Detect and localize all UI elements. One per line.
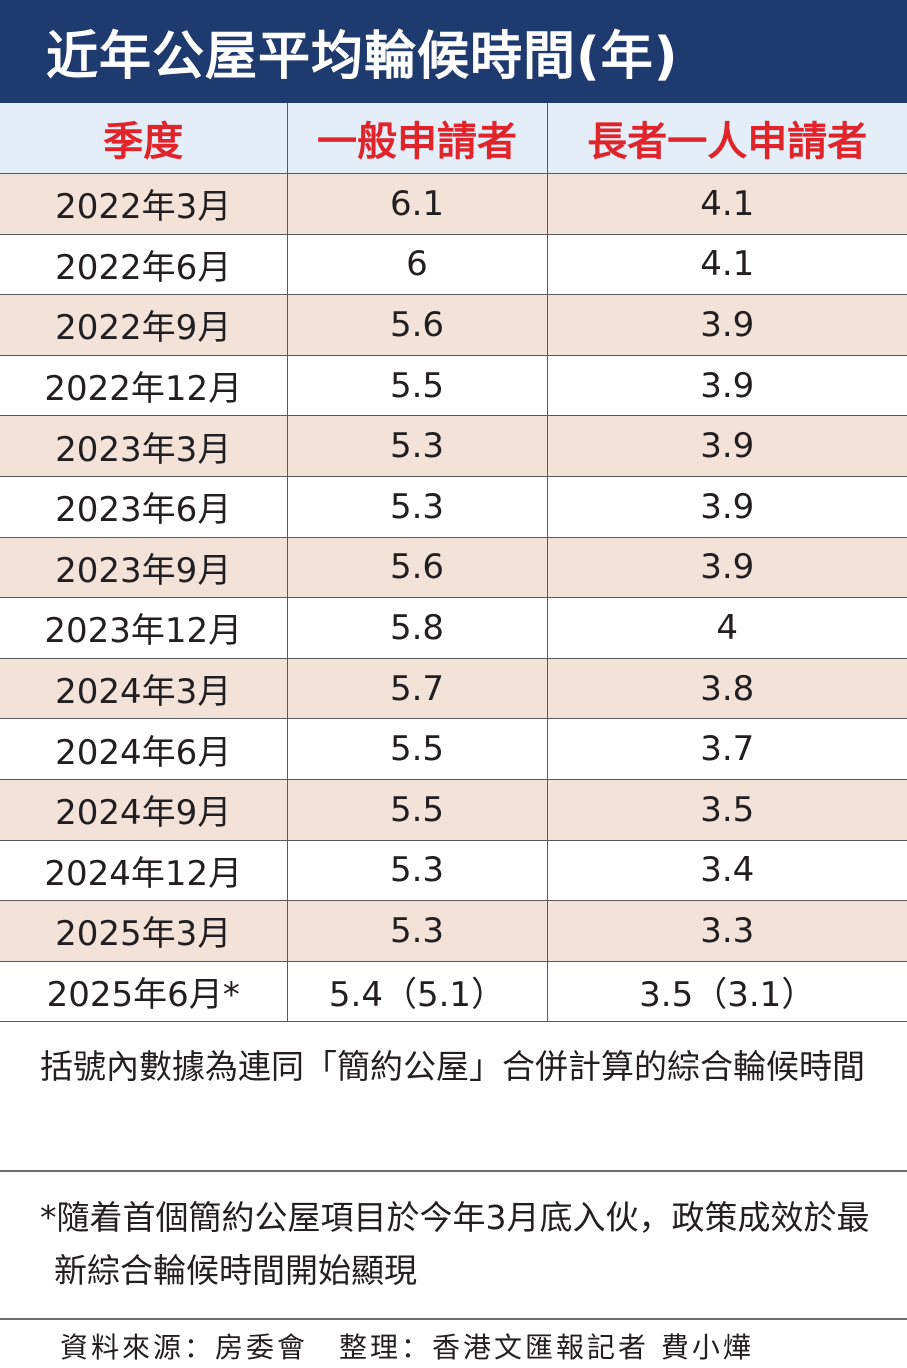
cell-elderly-singleton-applicants: 4.1 bbox=[546, 233, 907, 296]
cell-general-applicants: 5.3 bbox=[286, 900, 548, 962]
cell-general-applicants: 5.8 bbox=[286, 597, 548, 659]
cell-quarter: 2025年6月* bbox=[0, 960, 288, 1023]
table-row: 2023年3月 5.3 3.9 bbox=[0, 415, 907, 477]
cell-elderly-singleton-applicants: 3.3 bbox=[546, 900, 907, 962]
cell-elderly-singleton-applicants: 3.9 bbox=[546, 294, 907, 356]
chart-title: 近年公屋平均輪候時間(年) bbox=[0, 0, 907, 103]
table-row: 2024年12月 5.3 3.4 bbox=[0, 839, 907, 902]
cell-elderly-singleton-applicants: 3.4 bbox=[546, 839, 907, 902]
cell-elderly-singleton-applicants: 3.5 bbox=[546, 778, 907, 841]
table-row: 2025年3月 5.3 3.3 bbox=[0, 900, 907, 962]
cell-elderly-singleton-applicants: 3.9 bbox=[546, 354, 907, 417]
cell-quarter: 2022年6月 bbox=[0, 233, 288, 296]
cell-general-applicants: 6 bbox=[286, 233, 548, 296]
cell-elderly-singleton-applicants: 4 bbox=[546, 597, 907, 659]
cell-quarter: 2023年6月 bbox=[0, 475, 288, 538]
cell-elderly-singleton-applicants: 3.8 bbox=[546, 657, 907, 720]
cell-elderly-singleton-applicants: 4.1 bbox=[546, 173, 907, 235]
cell-quarter: 2023年3月 bbox=[0, 415, 288, 477]
table-row: 2024年3月 5.7 3.8 bbox=[0, 657, 907, 720]
cell-quarter: 2025年3月 bbox=[0, 900, 288, 962]
cell-elderly-singleton-applicants: 3.9 bbox=[546, 536, 907, 599]
cell-general-applicants: 5.3 bbox=[286, 839, 548, 902]
source-credit: 資料來源：房委會 整理：香港文匯報記者 費小燁 bbox=[60, 1331, 754, 1364]
cell-elderly-singleton-applicants: 3.9 bbox=[546, 415, 907, 477]
asterisk-footnote: *隨着首個簡約公屋項目於今年3月底入伙，政策成效於最新綜合輪候時間開始顯現 bbox=[40, 1198, 870, 1290]
cell-elderly-singleton-applicants: 3.9 bbox=[546, 475, 907, 538]
column-header-elderly-singleton-applicants: 長者一人申請者 bbox=[546, 103, 907, 174]
table-body: 2022年3月 6.1 4.1 2022年6月 6 4.1 2022年9月 5.6 3.9 202… bbox=[0, 173, 907, 1023]
table-row: 2022年6月 6 4.1 bbox=[0, 233, 907, 296]
table-row: 2024年9月 5.5 3.5 bbox=[0, 778, 907, 841]
cell-quarter: 2022年3月 bbox=[0, 173, 288, 235]
table-row: 2025年6月* 5.4（5.1） 3.5（3.1） bbox=[0, 960, 907, 1023]
cell-quarter: 2024年3月 bbox=[0, 657, 288, 720]
cell-general-applicants: 5.4（5.1） bbox=[286, 960, 548, 1023]
column-header-general-applicants: 一般申請者 bbox=[286, 103, 548, 174]
cell-general-applicants: 5.3 bbox=[286, 415, 548, 477]
cell-elderly-singleton-applicants: 3.7 bbox=[546, 718, 907, 780]
cell-general-applicants: 5.7 bbox=[286, 657, 548, 720]
cell-elderly-singleton-applicants: 3.5（3.1） bbox=[546, 960, 907, 1023]
cell-general-applicants: 5.5 bbox=[286, 718, 548, 780]
cell-quarter: 2022年12月 bbox=[0, 354, 288, 417]
cell-general-applicants: 5.6 bbox=[286, 536, 548, 599]
table-row: 2023年6月 5.3 3.9 bbox=[0, 475, 907, 538]
table-header-row: 季度 一般申請者 長者一人申請者 bbox=[0, 103, 907, 174]
cell-quarter: 2024年12月 bbox=[0, 839, 288, 902]
cell-general-applicants: 5.3 bbox=[286, 475, 548, 538]
column-header-quarter: 季度 bbox=[0, 103, 288, 174]
cell-quarter: 2023年9月 bbox=[0, 536, 288, 599]
table-row: 2022年9月 5.6 3.9 bbox=[0, 294, 907, 356]
cell-quarter: 2024年9月 bbox=[0, 778, 288, 841]
bracket-footnote: 括號內數據為連同「簡約公屋」合併計算的綜合輪候時間 bbox=[40, 1047, 865, 1086]
table-row: 2022年12月 5.5 3.9 bbox=[0, 354, 907, 417]
cell-quarter: 2023年12月 bbox=[0, 597, 288, 659]
cell-quarter: 2022年9月 bbox=[0, 294, 288, 356]
source-divider bbox=[0, 1318, 907, 1320]
table-row: 2022年3月 6.1 4.1 bbox=[0, 173, 907, 235]
cell-general-applicants: 5.6 bbox=[286, 294, 548, 356]
footnote-divider bbox=[0, 1170, 907, 1172]
table-row: 2023年9月 5.6 3.9 bbox=[0, 536, 907, 599]
table-row: 2024年6月 5.5 3.7 bbox=[0, 718, 907, 780]
table-row: 2023年12月 5.8 4 bbox=[0, 597, 907, 659]
waiting-time-table: 季度 一般申請者 長者一人申請者 2022年3月 6.1 4.1 2022年6月 6 4.… bbox=[0, 103, 907, 1023]
cell-general-applicants: 6.1 bbox=[286, 173, 548, 235]
cell-quarter: 2024年6月 bbox=[0, 718, 288, 780]
cell-general-applicants: 5.5 bbox=[286, 354, 548, 417]
cell-general-applicants: 5.5 bbox=[286, 778, 548, 841]
